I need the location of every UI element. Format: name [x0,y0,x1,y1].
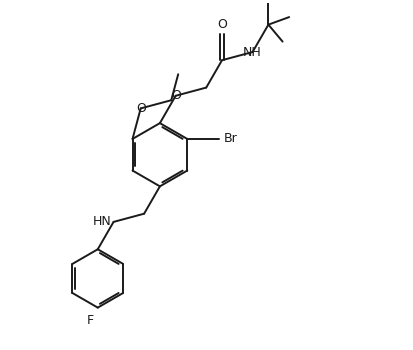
Text: Br: Br [224,132,237,146]
Text: F: F [87,314,94,327]
Text: HN: HN [93,215,112,229]
Text: O: O [217,19,227,32]
Text: O: O [171,89,181,102]
Text: NH: NH [243,46,262,58]
Text: O: O [137,102,147,115]
